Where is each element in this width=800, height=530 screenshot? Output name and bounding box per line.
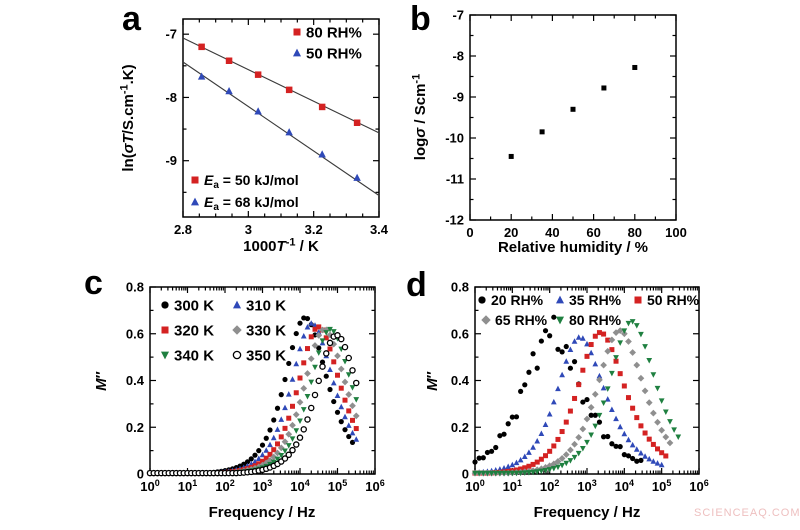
svg-text:103: 103 <box>577 478 596 494</box>
svg-text:Relative humidity / %: Relative humidity / % <box>498 239 648 256</box>
svg-text:-10: -10 <box>445 131 464 146</box>
svg-text:3.2: 3.2 <box>305 222 323 237</box>
svg-text:-7: -7 <box>452 8 464 23</box>
svg-text:106: 106 <box>689 478 708 494</box>
svg-text:104: 104 <box>615 478 634 494</box>
svg-text:-8: -8 <box>165 90 177 105</box>
svg-text:106: 106 <box>365 478 384 494</box>
svg-text:-7: -7 <box>165 27 177 42</box>
svg-text:-12: -12 <box>445 213 464 228</box>
svg-text:M″: M″ <box>424 371 441 391</box>
panel-d-modulus-humidity-chart: 100 101 102 103 104 105 106 0 0.2 0.4 0.6 0.8 Freque… <box>424 280 709 522</box>
svg-text:0: 0 <box>137 467 144 482</box>
svg-text:0: 0 <box>462 467 469 482</box>
panel-d-letter: d <box>406 266 427 304</box>
svg-text:300 K: 300 K <box>174 297 214 314</box>
svg-text:0.6: 0.6 <box>126 326 144 341</box>
panel-c-modulus-temperature-chart: 100 101 102 103 104 105 106 0 0.2 0.4 0.6 0.8 Freque… <box>93 280 385 522</box>
svg-text:102: 102 <box>215 478 234 494</box>
panel-c-letter: c <box>84 264 103 302</box>
svg-text:20 RH%: 20 RH% <box>491 292 544 308</box>
svg-text:-9: -9 <box>452 90 464 105</box>
svg-text:40: 40 <box>545 225 559 240</box>
svg-text:0.4: 0.4 <box>126 373 145 388</box>
svg-text:104: 104 <box>290 478 309 494</box>
svg-text:102: 102 <box>540 478 559 494</box>
svg-text:80 RH%: 80 RH% <box>569 312 622 328</box>
panel-b-humidity-chart: 0 20 40 60 80 100 -7 -8 -9 -10 -11 -12 Relative humi… <box>410 8 687 257</box>
svg-text:M″: M″ <box>93 371 110 391</box>
svg-text:Frequency / Hz: Frequency / Hz <box>534 504 641 521</box>
svg-text:0: 0 <box>466 225 473 240</box>
svg-text:80: 80 <box>628 225 642 240</box>
svg-text:0.8: 0.8 <box>451 280 469 295</box>
panel-b-letter: b <box>410 0 431 38</box>
svg-text:0.2: 0.2 <box>126 420 144 435</box>
svg-text:Ea = 68 kJ/mol: Ea = 68 kJ/mol <box>204 194 299 213</box>
svg-text:0.4: 0.4 <box>451 373 470 388</box>
svg-text:2.8: 2.8 <box>174 222 192 237</box>
panel-a-arrhenius-chart: 2.8 3 3.2 3.4 -7 -8 -9 1000T-1 / K ln(σT/S.cm-1.… <box>118 18 389 255</box>
svg-text:3: 3 <box>245 222 252 237</box>
svg-text:65 RH%: 65 RH% <box>495 312 548 328</box>
svg-text:logσ / Scm-1: logσ / Scm-1 <box>410 74 429 160</box>
svg-text:0.6: 0.6 <box>451 326 469 341</box>
svg-text:Frequency / Hz: Frequency / Hz <box>209 504 316 521</box>
svg-text:3.4: 3.4 <box>370 222 389 237</box>
svg-text:80 RH%: 80 RH% <box>306 24 362 41</box>
panel-a-letter: a <box>122 0 141 38</box>
svg-text:101: 101 <box>178 478 197 494</box>
svg-text:35 RH%: 35 RH% <box>569 292 622 308</box>
svg-text:-11: -11 <box>446 172 464 187</box>
svg-text:101: 101 <box>503 478 522 494</box>
svg-text:105: 105 <box>652 478 671 494</box>
svg-text:100: 100 <box>465 478 484 494</box>
svg-text:0.2: 0.2 <box>451 420 469 435</box>
svg-text:ln(σT/S.cm-1.K): ln(σT/S.cm-1.K) <box>118 64 137 171</box>
svg-text:50 RH%: 50 RH% <box>306 45 362 62</box>
svg-text:105: 105 <box>328 478 347 494</box>
svg-text:0.8: 0.8 <box>126 280 144 295</box>
svg-text:50 RH%: 50 RH% <box>647 292 700 308</box>
svg-text:60: 60 <box>586 225 600 240</box>
svg-text:-9: -9 <box>165 153 177 168</box>
svg-text:Ea = 50 kJ/mol: Ea = 50 kJ/mol <box>204 172 299 191</box>
svg-text:320 K: 320 K <box>174 322 214 339</box>
svg-text:100: 100 <box>140 478 159 494</box>
svg-text:330 K: 330 K <box>246 322 286 339</box>
svg-text:103: 103 <box>253 478 272 494</box>
svg-text:350 K: 350 K <box>246 347 286 364</box>
svg-text:100: 100 <box>665 225 687 240</box>
svg-text:340 K: 340 K <box>174 347 214 364</box>
svg-text:310 K: 310 K <box>246 297 286 314</box>
svg-text:-8: -8 <box>452 49 464 64</box>
svg-text:20: 20 <box>504 225 518 240</box>
svg-text:1000T-1 / K: 1000T-1 / K <box>243 236 319 255</box>
watermark: SCIENCEAQ.COM <box>694 507 800 519</box>
